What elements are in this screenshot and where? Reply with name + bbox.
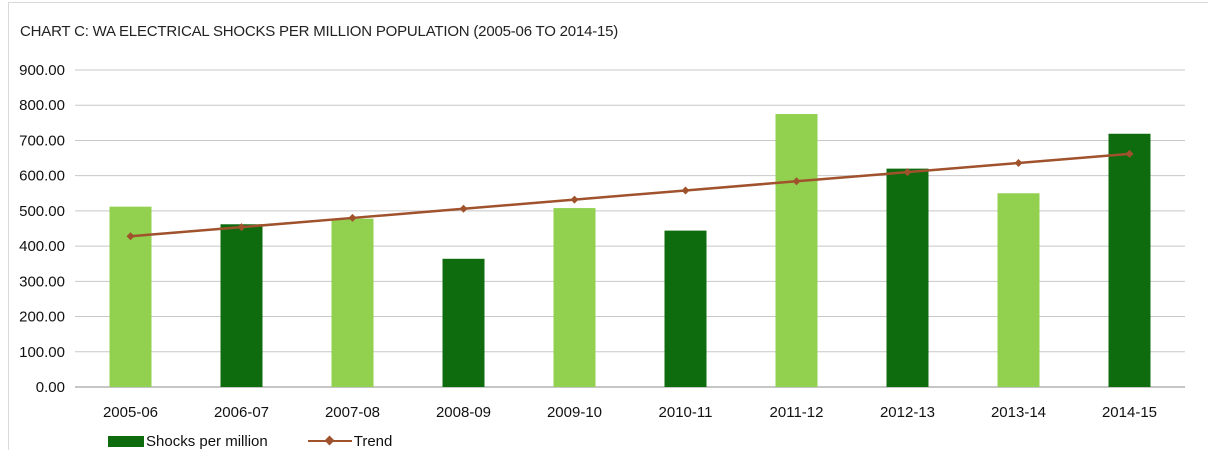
trend-marker	[1014, 158, 1023, 167]
chart-title: CHART C: WA ELECTRICAL SHOCKS PER MILLIO…	[20, 23, 619, 40]
legend-item-shocks: Shocks per million	[108, 433, 268, 450]
y-tick-label: 800.00	[19, 97, 65, 114]
x-tick-label: 2006-07	[214, 404, 269, 421]
bar	[1108, 133, 1151, 387]
bar	[331, 218, 374, 387]
trend-marker	[792, 177, 801, 186]
x-tick-label: 2012-13	[880, 404, 935, 421]
y-tick-label: 500.00	[19, 203, 65, 220]
x-tick-label: 2010-11	[659, 404, 713, 421]
y-tick-label: 900.00	[19, 62, 65, 79]
bar	[442, 258, 485, 387]
x-tick-label: 2009-10	[547, 404, 602, 421]
legend-label-shocks: Shocks per million	[146, 432, 268, 450]
trend-marker	[348, 213, 357, 222]
x-tick-label: 2007-08	[325, 404, 380, 421]
y-tick-label: 300.00	[19, 273, 65, 290]
trend-marker	[459, 204, 468, 213]
chart-legend: Shocks per million Trend	[108, 432, 432, 450]
y-tick-label: 200.00	[19, 309, 65, 326]
trend-marker	[237, 223, 246, 232]
legend-label-trend: Trend	[353, 432, 393, 450]
x-tick-label: 2014-15	[1102, 404, 1157, 421]
y-tick-label: 700.00	[19, 132, 65, 149]
legend-swatch-bar	[108, 435, 144, 447]
trend-marker	[570, 195, 579, 204]
x-tick-label: 2011-12	[770, 404, 824, 421]
chart-plot: 0.00 100.00 200.00 300.00 400.00 500.00 600.00…	[19, 62, 1185, 421]
trend-marker	[681, 186, 690, 195]
trend-line	[130, 152, 1130, 238]
y-tick-label: 0.00	[36, 379, 65, 396]
bar	[220, 224, 263, 387]
legend-swatch-line	[307, 435, 352, 447]
y-tick-label: 400.00	[19, 238, 65, 255]
y-tick-label: 100.00	[19, 344, 65, 361]
bar	[775, 114, 818, 388]
trend-marker	[1125, 149, 1134, 158]
x-tick-label: 2008-09	[436, 404, 491, 421]
y-tick-label: 600.00	[19, 168, 65, 185]
chart-frame	[8, 2, 1208, 450]
x-tick-label: 2005-06	[103, 404, 158, 421]
legend-item-trend: Trend	[307, 432, 393, 450]
trend-marker	[903, 168, 912, 177]
trend-marker	[126, 232, 135, 241]
x-tick-label: 2013-14	[991, 404, 1046, 421]
bar	[886, 168, 929, 387]
bar	[553, 208, 596, 387]
bar	[664, 230, 707, 387]
bar	[997, 193, 1040, 387]
